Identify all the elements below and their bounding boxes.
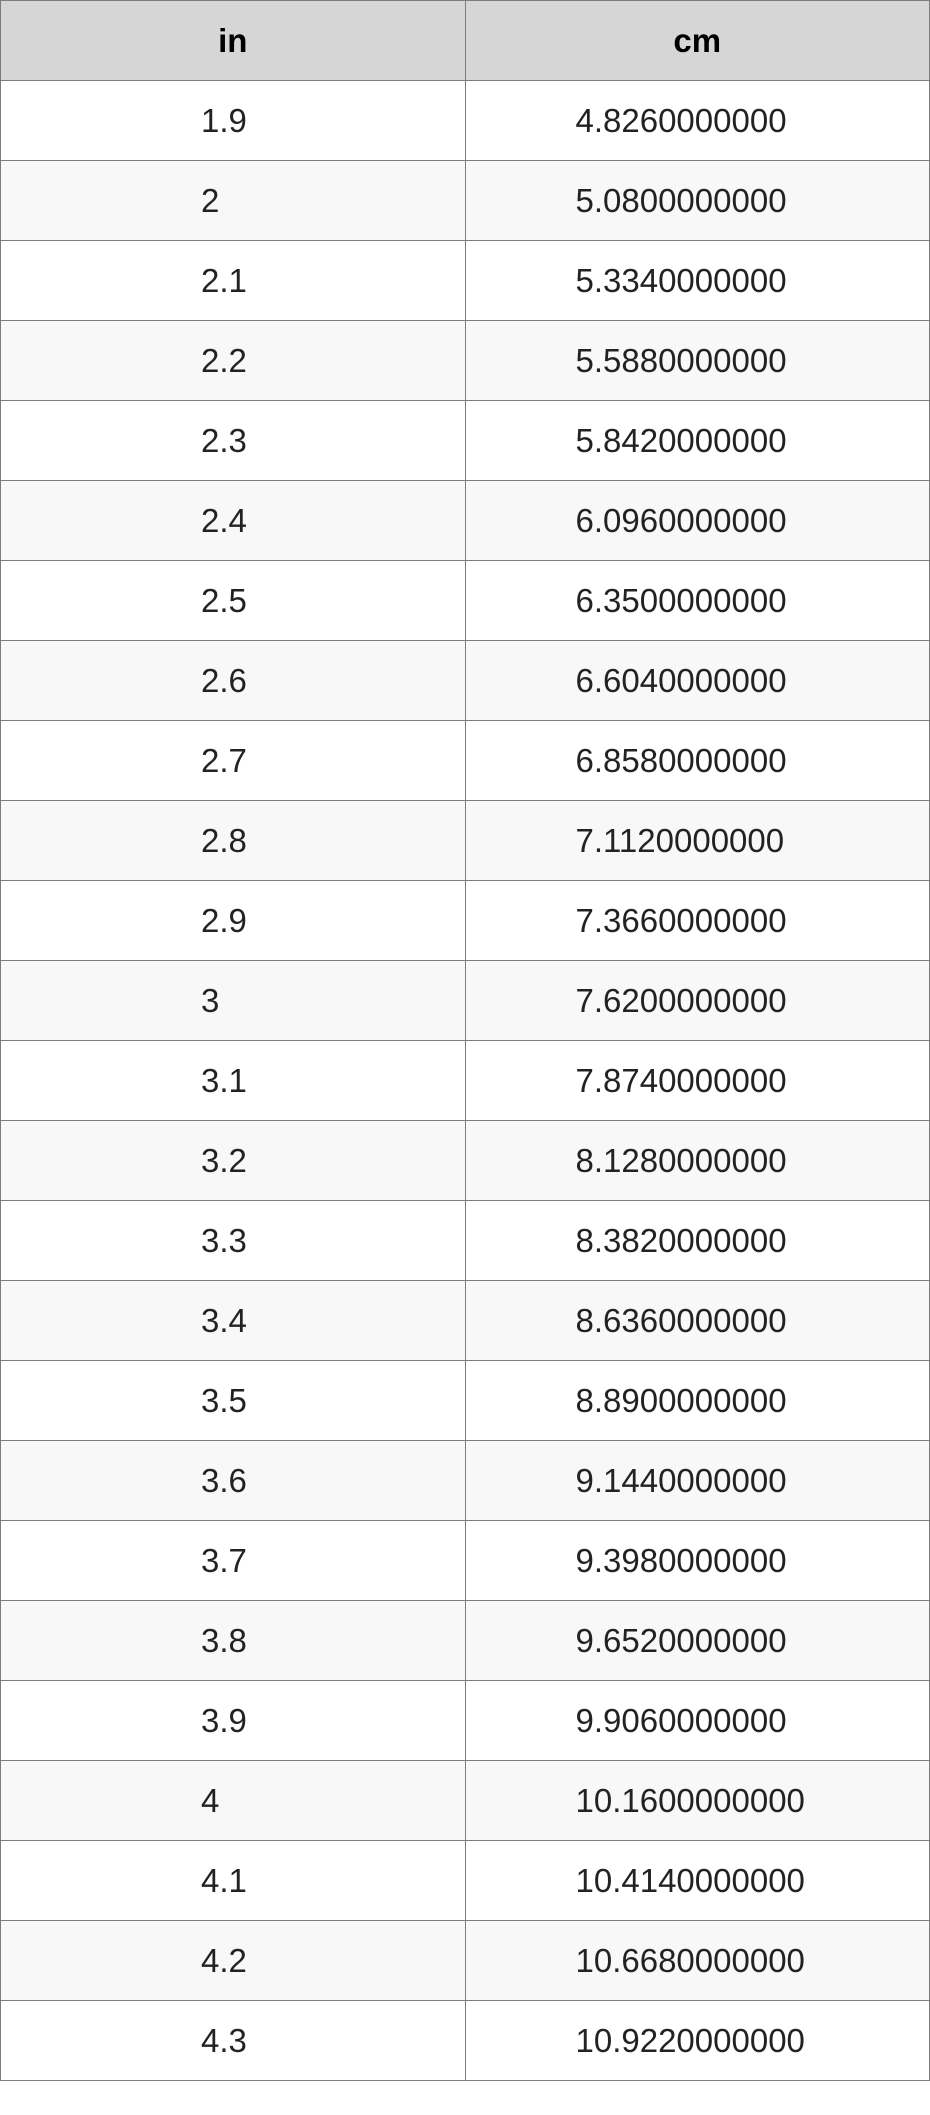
table-row: 2.56.3500000000	[1, 561, 930, 641]
cell-cm: 8.3820000000	[465, 1201, 930, 1281]
cell-in: 2	[1, 161, 466, 241]
table-row: 1.94.8260000000	[1, 81, 930, 161]
cell-in: 2.5	[1, 561, 466, 641]
cell-cm: 6.3500000000	[465, 561, 930, 641]
cell-in: 4	[1, 1761, 466, 1841]
column-header-in: in	[1, 1, 466, 81]
cell-in: 1.9	[1, 81, 466, 161]
table-row: 4.310.9220000000	[1, 2001, 930, 2081]
table-row: 3.38.3820000000	[1, 1201, 930, 1281]
cell-cm: 5.0800000000	[465, 161, 930, 241]
cell-in: 3.2	[1, 1121, 466, 1201]
cell-in: 3.5	[1, 1361, 466, 1441]
table-row: 3.48.6360000000	[1, 1281, 930, 1361]
cell-cm: 5.8420000000	[465, 401, 930, 481]
table-row: 3.99.9060000000	[1, 1681, 930, 1761]
conversion-table: in cm 1.94.8260000000 25.0800000000 2.15…	[0, 0, 930, 2081]
table-row: 2.76.8580000000	[1, 721, 930, 801]
cell-cm: 6.6040000000	[465, 641, 930, 721]
cell-cm: 7.8740000000	[465, 1041, 930, 1121]
table-row: 2.35.8420000000	[1, 401, 930, 481]
cell-cm: 9.9060000000	[465, 1681, 930, 1761]
cell-cm: 8.1280000000	[465, 1121, 930, 1201]
cell-in: 4.1	[1, 1841, 466, 1921]
cell-cm: 6.0960000000	[465, 481, 930, 561]
cell-in: 3.3	[1, 1201, 466, 1281]
cell-in: 2.4	[1, 481, 466, 561]
cell-in: 3.1	[1, 1041, 466, 1121]
cell-cm: 10.9220000000	[465, 2001, 930, 2081]
cell-cm: 9.1440000000	[465, 1441, 930, 1521]
cell-cm: 8.6360000000	[465, 1281, 930, 1361]
cell-in: 3.4	[1, 1281, 466, 1361]
cell-cm: 10.4140000000	[465, 1841, 930, 1921]
cell-in: 3	[1, 961, 466, 1041]
table-row: 4.110.4140000000	[1, 1841, 930, 1921]
table-header-row: in cm	[1, 1, 930, 81]
cell-cm: 8.8900000000	[465, 1361, 930, 1441]
cell-cm: 7.1120000000	[465, 801, 930, 881]
table-row: 3.58.8900000000	[1, 1361, 930, 1441]
cell-cm: 6.8580000000	[465, 721, 930, 801]
table-row: 2.97.3660000000	[1, 881, 930, 961]
cell-in: 4.3	[1, 2001, 466, 2081]
table-row: 3.89.6520000000	[1, 1601, 930, 1681]
cell-cm: 9.6520000000	[465, 1601, 930, 1681]
table-row: 3.69.1440000000	[1, 1441, 930, 1521]
table-row: 3.17.8740000000	[1, 1041, 930, 1121]
cell-in: 3.6	[1, 1441, 466, 1521]
table-row: 3.79.3980000000	[1, 1521, 930, 1601]
cell-in: 2.3	[1, 401, 466, 481]
table-row: 2.25.5880000000	[1, 321, 930, 401]
cell-in: 3.9	[1, 1681, 466, 1761]
cell-in: 2.1	[1, 241, 466, 321]
cell-in: 3.7	[1, 1521, 466, 1601]
cell-cm: 10.1600000000	[465, 1761, 930, 1841]
table-row: 2.66.6040000000	[1, 641, 930, 721]
table-row: 3.28.1280000000	[1, 1121, 930, 1201]
cell-cm: 5.3340000000	[465, 241, 930, 321]
cell-cm: 4.8260000000	[465, 81, 930, 161]
cell-in: 2.9	[1, 881, 466, 961]
cell-in: 2.8	[1, 801, 466, 881]
cell-cm: 7.6200000000	[465, 961, 930, 1041]
column-header-cm: cm	[465, 1, 930, 81]
cell-in: 3.8	[1, 1601, 466, 1681]
table-row: 2.46.0960000000	[1, 481, 930, 561]
cell-in: 2.7	[1, 721, 466, 801]
cell-cm: 10.6680000000	[465, 1921, 930, 2001]
cell-in: 4.2	[1, 1921, 466, 2001]
table-row: 25.0800000000	[1, 161, 930, 241]
table-row: 410.1600000000	[1, 1761, 930, 1841]
cell-in: 2.6	[1, 641, 466, 721]
table-row: 2.87.1120000000	[1, 801, 930, 881]
table-row: 2.15.3340000000	[1, 241, 930, 321]
table-row: 37.6200000000	[1, 961, 930, 1041]
cell-in: 2.2	[1, 321, 466, 401]
cell-cm: 5.5880000000	[465, 321, 930, 401]
cell-cm: 9.3980000000	[465, 1521, 930, 1601]
table-row: 4.210.6680000000	[1, 1921, 930, 2001]
cell-cm: 7.3660000000	[465, 881, 930, 961]
